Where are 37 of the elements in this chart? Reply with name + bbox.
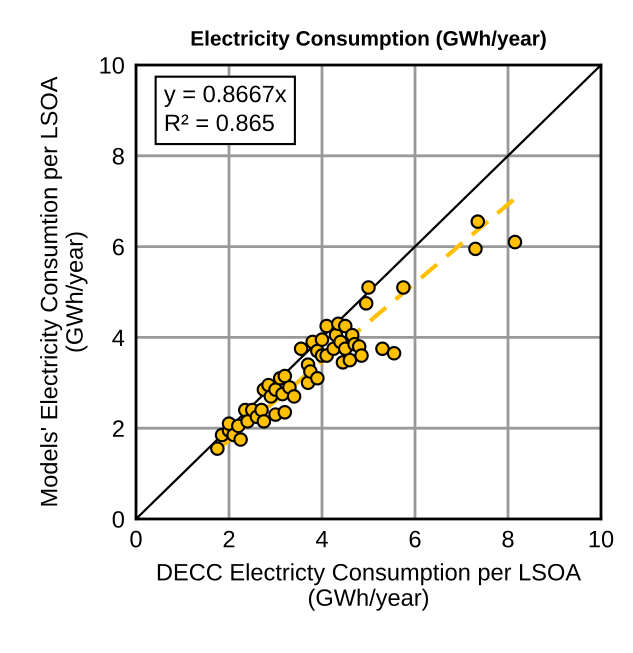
x-tick-label: 6 xyxy=(410,530,421,548)
x-axis-title: DECC Electricty Consumption per LSOA (GWh/year) xyxy=(158,563,582,611)
y-tick-label: 10 xyxy=(100,57,124,74)
point xyxy=(278,405,292,420)
annotation: y = 0.8667x R² = 0.865 xyxy=(164,86,286,132)
point xyxy=(342,352,358,368)
point xyxy=(361,280,376,295)
point xyxy=(286,389,302,404)
point xyxy=(256,414,272,429)
point xyxy=(468,242,483,256)
x-tick-label: 0 xyxy=(130,530,142,548)
point xyxy=(375,341,390,356)
point xyxy=(386,346,402,361)
chart-title: Electricity Consumption (GWh/year) xyxy=(192,30,546,50)
point xyxy=(314,332,330,347)
y-tick-label: 8 xyxy=(112,148,124,165)
y-axis-title: Models' Electricity Consumtion per LSOA (GWh/year) xyxy=(40,76,88,506)
point xyxy=(310,371,325,386)
point xyxy=(254,402,269,418)
point xyxy=(396,280,411,295)
point xyxy=(508,234,522,250)
point xyxy=(294,341,308,356)
point xyxy=(210,441,225,456)
point xyxy=(358,296,374,311)
point xyxy=(354,348,369,363)
point xyxy=(338,318,353,334)
y-tick-label: 2 xyxy=(112,420,124,437)
y-tick-label: 6 xyxy=(112,238,124,256)
point xyxy=(470,214,486,229)
x-tick-label: 2 xyxy=(224,530,234,548)
x-tick-label: 8 xyxy=(502,530,514,548)
y-tick-label: 4 xyxy=(112,330,124,346)
x-tick-label: 4 xyxy=(316,530,328,548)
point xyxy=(233,432,248,447)
y-tick-label: 0 xyxy=(112,511,124,528)
x-tick-label: 10 xyxy=(590,530,614,548)
point xyxy=(278,368,292,384)
